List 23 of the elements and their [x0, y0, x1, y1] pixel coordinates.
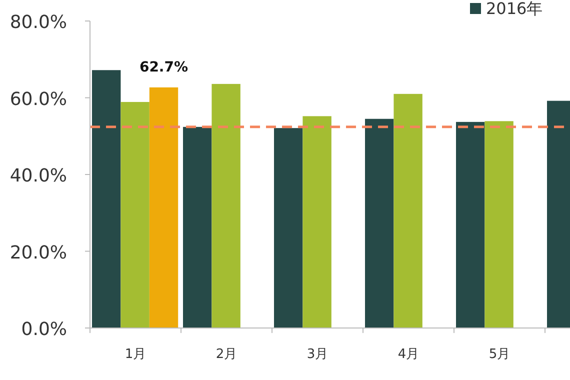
bar — [92, 70, 121, 328]
data-label: 62.7% — [139, 59, 188, 76]
y-tick-label: 0.0% — [21, 319, 67, 340]
x-tick-label: 5月 — [488, 347, 510, 362]
y-tick-label: 60.0% — [10, 88, 67, 110]
bar — [183, 126, 212, 328]
y-tick-label: 80.0% — [10, 12, 67, 33]
x-tick-label: 1月 — [124, 347, 146, 362]
x-tick-label: 4月 — [398, 347, 420, 362]
x-tick-label: 2月 — [216, 347, 238, 362]
y-tick-label: 20.0% — [10, 242, 67, 264]
bar — [484, 121, 514, 328]
bar — [365, 118, 394, 328]
y-tick-label: 40.0% — [10, 166, 67, 186]
bar — [274, 128, 303, 328]
bar — [302, 116, 332, 328]
bar — [394, 94, 422, 328]
bar — [212, 84, 240, 328]
x-tick-label: 3月 — [306, 347, 328, 362]
bar — [149, 87, 178, 328]
bar — [120, 102, 150, 328]
legend-label: 2016年 — [486, 0, 543, 18]
bar — [456, 122, 485, 328]
